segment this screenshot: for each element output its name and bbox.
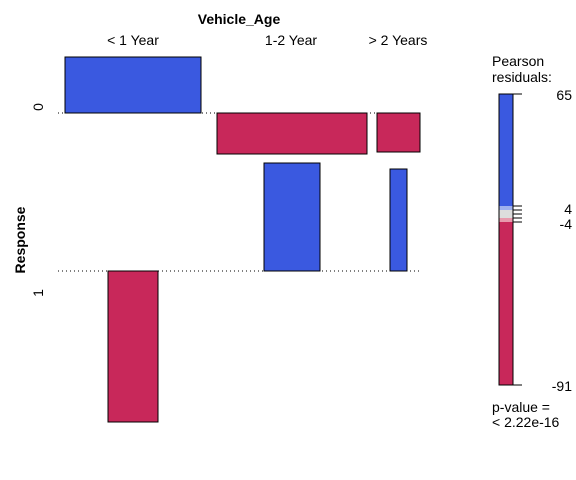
legend-title: Pearson residuals:	[492, 53, 552, 85]
legend-scale-light-red	[499, 218, 513, 222]
residual-legend: Pearson residuals: 65 4 -4 -91 p-value =…	[492, 53, 572, 430]
tile-gt2years-response-1	[389, 168, 408, 272]
tile-1to2year-response-0	[216, 112, 368, 155]
legend-scale-light-blue	[499, 206, 513, 210]
pvalue-label: p-value =	[492, 399, 550, 415]
response-level-label: 1	[30, 289, 46, 297]
legend-tick-label: -4	[560, 216, 573, 232]
tile-lt1year-response-1	[107, 270, 159, 423]
tile-1to2year-response-1	[263, 162, 321, 272]
category-labels: < 1 Year 1-2 Year > 2 Years	[107, 32, 427, 48]
category-label: < 1 Year	[107, 32, 159, 48]
category-label: > 2 Years	[369, 32, 428, 48]
legend-tick-label: 4	[564, 201, 572, 217]
legend-scale-negative	[499, 222, 513, 385]
legend-tick-label: 65	[556, 87, 572, 103]
legend-title-line: Pearson	[492, 53, 544, 69]
legend-scale-positive	[499, 94, 513, 206]
pvalue: < 2.22e-16	[492, 414, 560, 430]
legend-scale-frame	[498, 93, 514, 386]
legend-scale-neutral	[499, 210, 513, 218]
chart-title: Vehicle_Age	[198, 11, 281, 27]
response-level-label: 0	[30, 103, 46, 111]
legend-tick-label: -91	[552, 378, 572, 394]
y-axis-label: Response	[12, 206, 28, 273]
tile-lt1year-response-0	[64, 56, 202, 114]
category-label: 1-2 Year	[265, 32, 317, 48]
legend-title-line: residuals:	[492, 69, 552, 85]
tile-gt2years-response-0	[376, 112, 421, 153]
legend-ticks	[513, 93, 522, 386]
residual-tiles	[64, 56, 421, 423]
